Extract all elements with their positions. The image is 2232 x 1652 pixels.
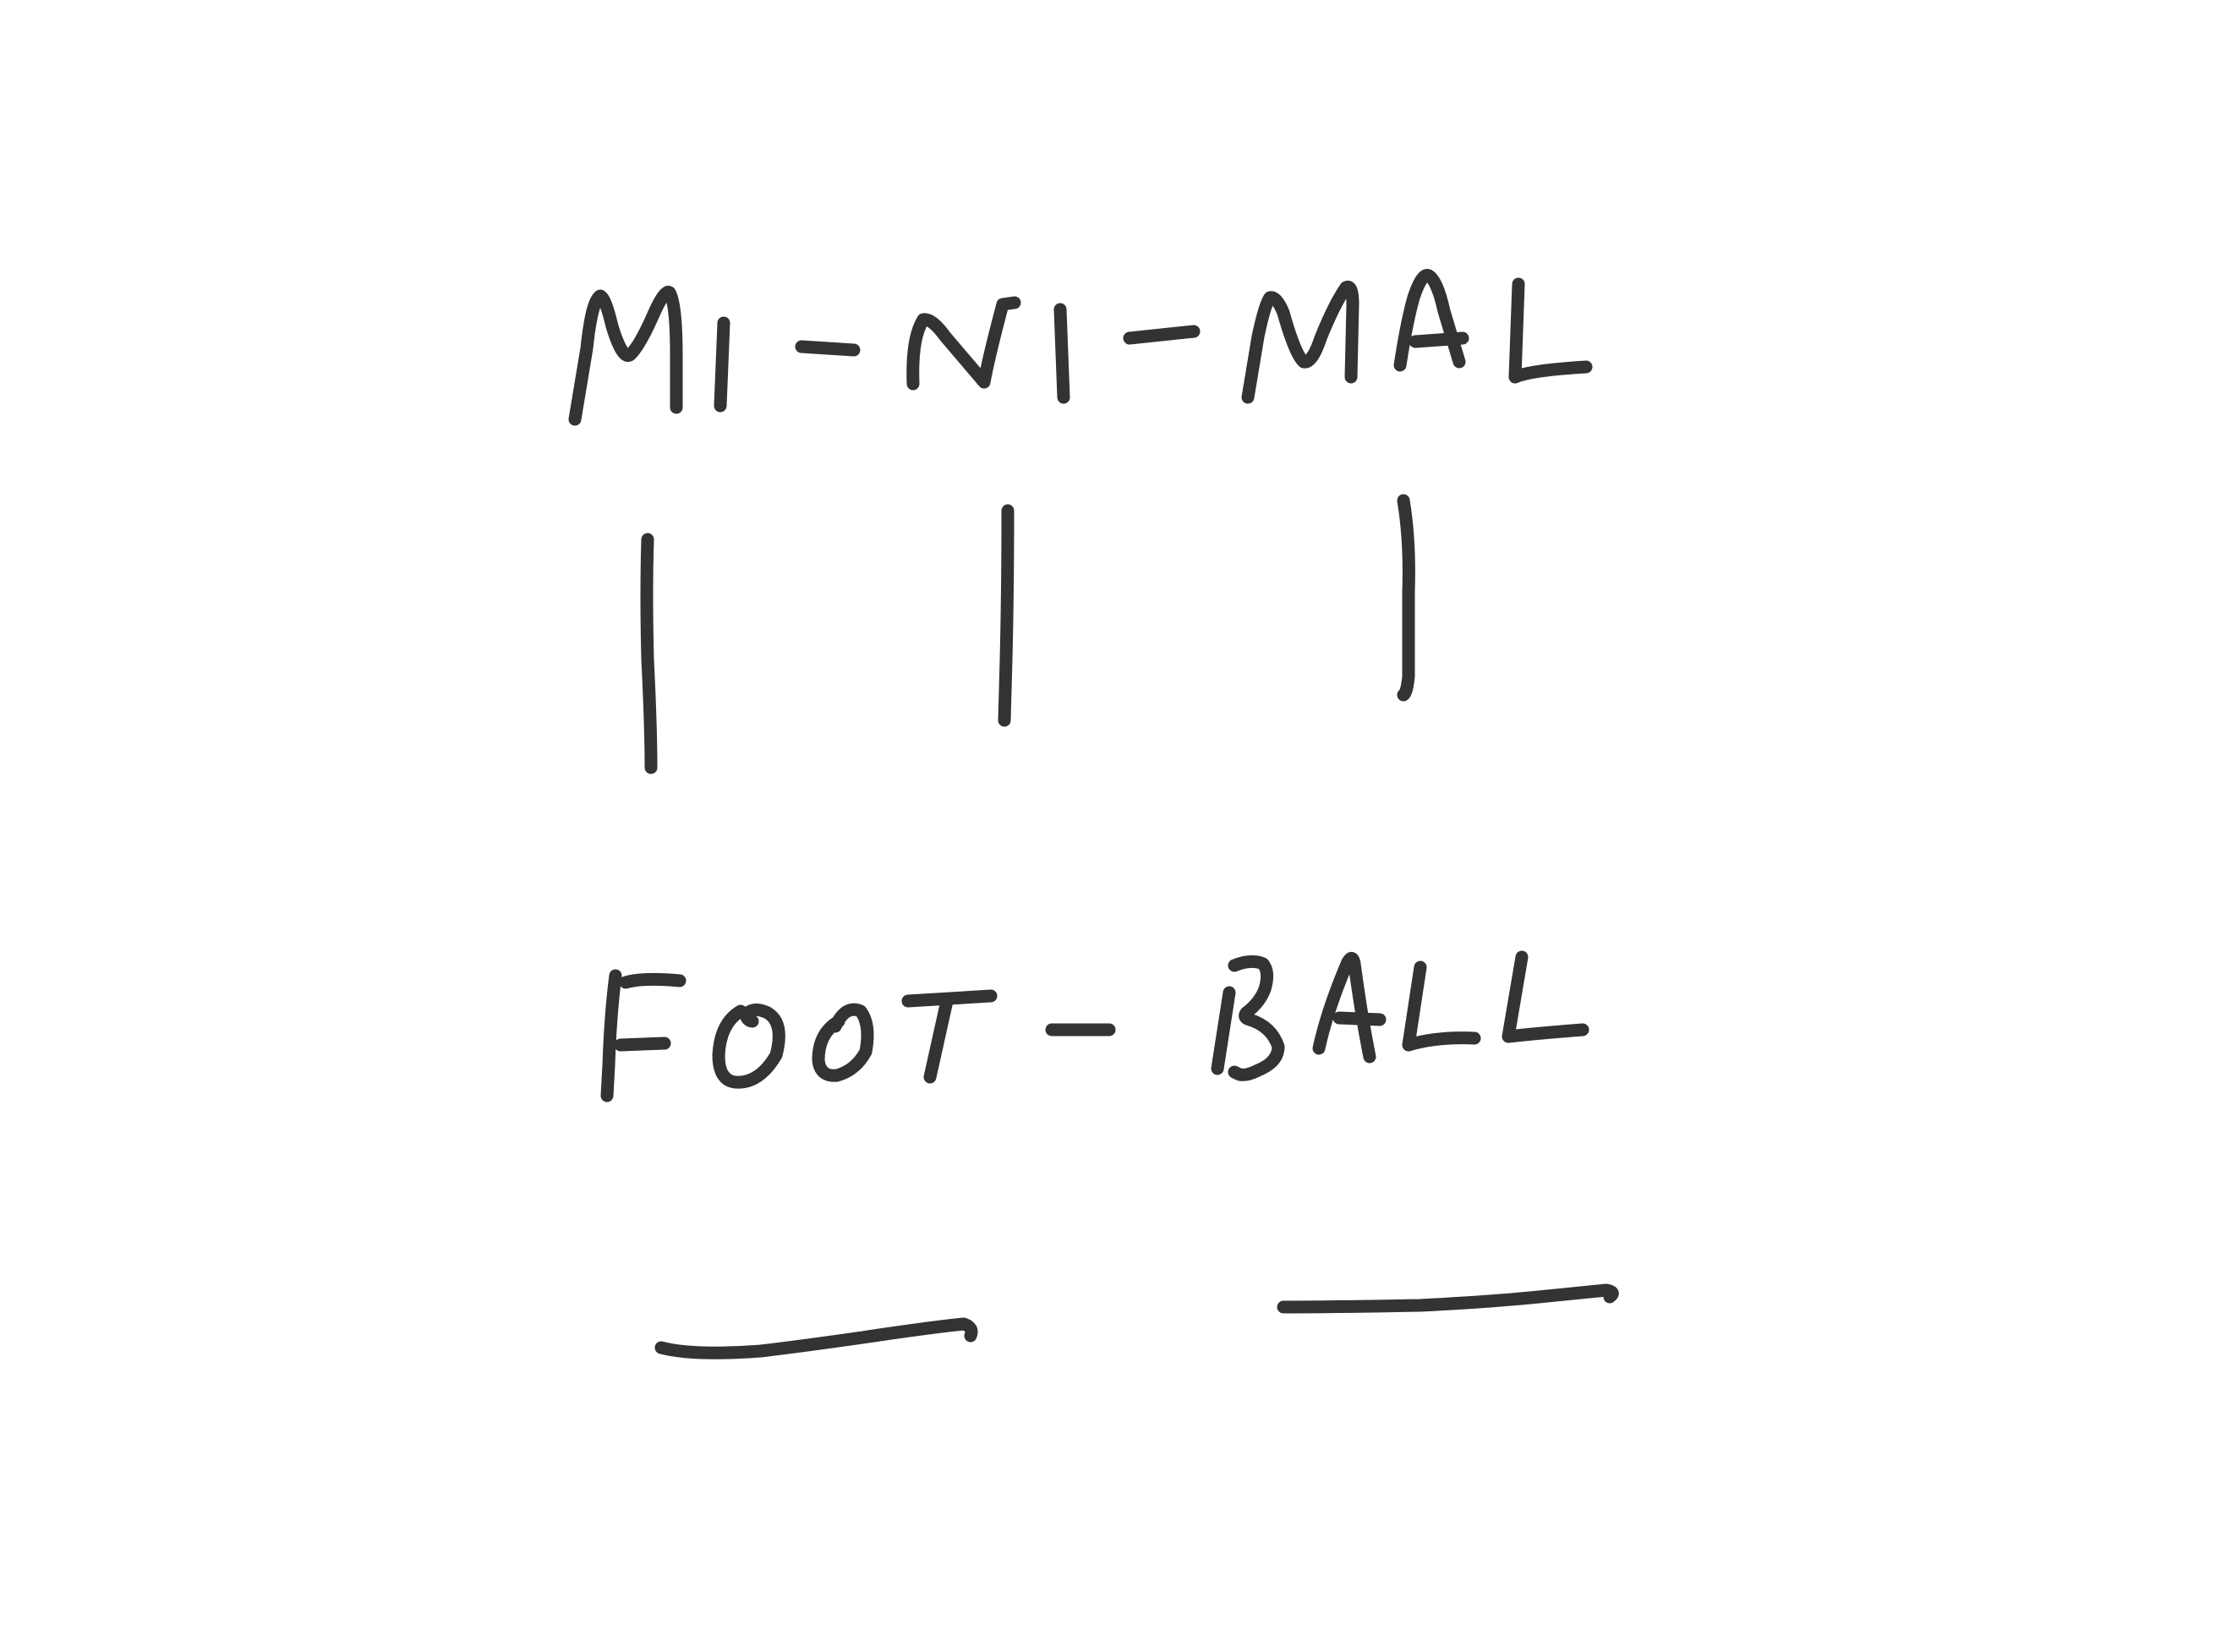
word-football: [600, 950, 1589, 1102]
letter-l-1: [1508, 277, 1593, 384]
stress-line-mal: [1397, 494, 1415, 702]
letter-l-3: [1502, 950, 1589, 1043]
stress-line-ni: [998, 504, 1015, 727]
word-minimal: [568, 269, 1593, 426]
letter-i-1: [714, 316, 730, 413]
letter-o-2: [812, 1003, 874, 1082]
hyphen-2: [1123, 325, 1201, 345]
letter-m-1: [568, 286, 683, 426]
underline-ball: [1277, 1283, 1619, 1314]
underlines-football: [654, 1283, 1619, 1359]
letter-i-2: [1053, 303, 1070, 404]
letter-l-2: [1402, 960, 1481, 1052]
letter-m-2: [1241, 281, 1359, 404]
stress-lines-minimal: [640, 494, 1415, 774]
letter-o-1: [712, 1004, 785, 1089]
hyphen-1: [795, 340, 861, 357]
letter-f: [600, 969, 687, 1102]
letter-b: [1211, 955, 1285, 1081]
stress-line-mi: [640, 533, 658, 774]
letter-a-2: [1312, 952, 1387, 1064]
underline-foot: [654, 1317, 978, 1359]
letter-n: [906, 296, 1021, 391]
letter-a-1: [1393, 269, 1469, 372]
letter-t: [901, 989, 998, 1084]
